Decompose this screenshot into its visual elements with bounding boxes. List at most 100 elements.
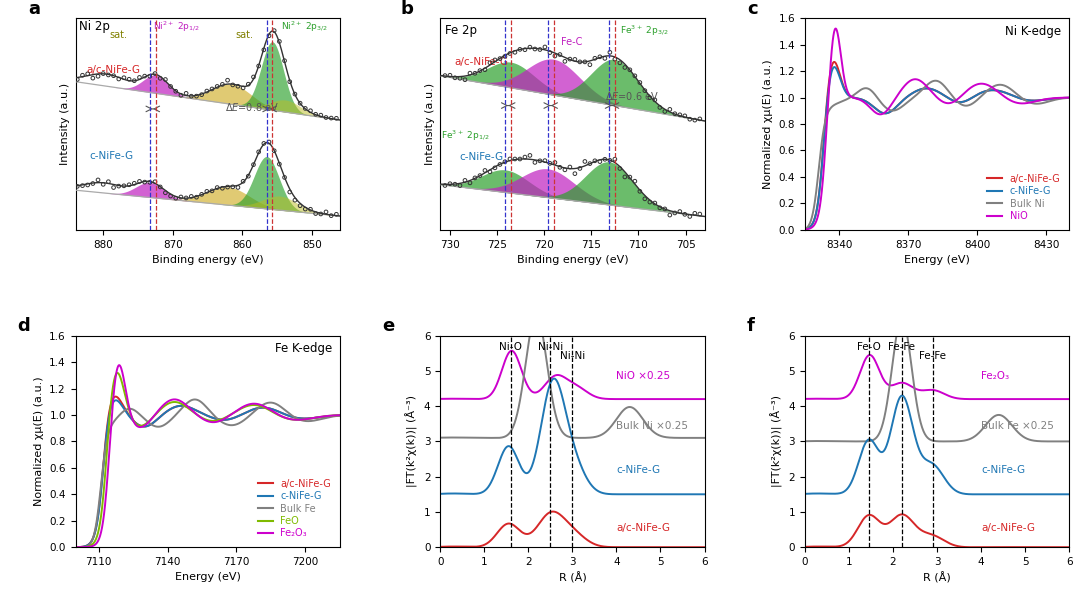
- Y-axis label: |FT(k²χ(k))| (Å⁻³): |FT(k²χ(k))| (Å⁻³): [406, 395, 418, 488]
- Text: b: b: [401, 0, 414, 18]
- Point: [646, 198, 663, 208]
- Point: [297, 204, 314, 214]
- Point: [301, 204, 319, 214]
- Point: [151, 74, 168, 83]
- Point: [596, 54, 613, 63]
- Bulk Ni: [798, 226, 811, 233]
- Point: [249, 61, 267, 71]
- Point: [275, 173, 293, 182]
- Y-axis label: Intensity (a.u.): Intensity (a.u.): [60, 83, 70, 165]
- Line: c-NiFe-G: c-NiFe-G: [805, 67, 1069, 229]
- Point: [666, 208, 684, 218]
- Point: [671, 110, 688, 120]
- Point: [551, 50, 568, 60]
- Point: [125, 76, 143, 86]
- Point: [571, 57, 589, 67]
- Point: [162, 191, 179, 201]
- Text: NiO ×0.25: NiO ×0.25: [617, 371, 671, 381]
- Point: [141, 178, 159, 187]
- Point: [461, 68, 478, 78]
- Point: [596, 154, 613, 164]
- Point: [626, 71, 644, 81]
- Point: [69, 75, 86, 85]
- Point: [214, 184, 231, 193]
- Point: [511, 44, 528, 54]
- Point: [208, 182, 226, 192]
- Bulk Ni: [814, 143, 827, 151]
- Legend: a/c-NiFe-G, c-NiFe-G, Bulk Fe, FeO, Fe₂O₃: a/c-NiFe-G, c-NiFe-G, Bulk Fe, FeO, Fe₂O…: [254, 475, 335, 542]
- Point: [234, 176, 252, 186]
- Point: [526, 157, 543, 167]
- Point: [255, 45, 272, 55]
- Point: [318, 112, 335, 122]
- Text: Ni K-edge: Ni K-edge: [1005, 24, 1062, 38]
- Point: [110, 74, 127, 84]
- Point: [531, 156, 549, 166]
- Point: [73, 181, 91, 190]
- Point: [136, 71, 153, 81]
- Point: [471, 66, 488, 75]
- Line: NiO: NiO: [805, 29, 1069, 229]
- X-axis label: R (Å): R (Å): [558, 573, 586, 584]
- Point: [636, 86, 653, 95]
- Point: [292, 201, 309, 210]
- Point: [451, 181, 469, 190]
- Point: [602, 156, 619, 165]
- Point: [457, 75, 474, 85]
- Point: [537, 42, 554, 52]
- Point: [281, 187, 298, 197]
- Text: a/c-NiFe-G: a/c-NiFe-G: [455, 58, 509, 67]
- NiO: [1063, 94, 1076, 102]
- Point: [307, 209, 324, 218]
- Text: d: d: [17, 317, 30, 336]
- Point: [95, 179, 112, 189]
- Point: [90, 71, 107, 81]
- Point: [591, 52, 608, 61]
- Point: [442, 71, 459, 80]
- Point: [99, 70, 117, 80]
- Point: [631, 78, 648, 88]
- Text: Fe₂O₃: Fe₂O₃: [981, 371, 1009, 381]
- Point: [245, 72, 262, 82]
- Point: [436, 181, 454, 190]
- Text: Ni$^{2+}$ 2p$_{3/2}$: Ni$^{2+}$ 2p$_{3/2}$: [281, 20, 327, 34]
- Text: sat.: sat.: [109, 30, 127, 40]
- Text: c-NiFe-G: c-NiFe-G: [90, 151, 134, 161]
- Point: [537, 156, 554, 165]
- Point: [121, 74, 138, 84]
- Point: [99, 177, 117, 187]
- Point: [467, 173, 484, 183]
- Point: [121, 180, 138, 190]
- Bulk Ni: [1063, 94, 1076, 102]
- Point: [229, 182, 246, 192]
- NiO: [967, 82, 980, 89]
- Point: [73, 71, 91, 80]
- Point: [177, 89, 194, 98]
- Line: Bulk Ni: Bulk Ni: [805, 81, 1069, 229]
- a/c-NiFe-G: [953, 98, 966, 106]
- Point: [318, 207, 335, 217]
- c-NiFe-G: [953, 98, 966, 106]
- Point: [208, 81, 226, 91]
- Point: [661, 210, 678, 220]
- Text: Fe-O: Fe-O: [856, 342, 881, 352]
- Point: [167, 86, 185, 96]
- Point: [292, 98, 309, 108]
- Point: [281, 77, 298, 86]
- Point: [681, 114, 699, 124]
- Point: [151, 182, 168, 192]
- Point: [566, 55, 583, 64]
- Point: [116, 73, 133, 83]
- Point: [457, 176, 474, 185]
- Point: [255, 139, 272, 148]
- Point: [651, 103, 669, 112]
- Point: [167, 193, 185, 203]
- Point: [312, 209, 329, 219]
- Bulk Ni: [999, 83, 1012, 90]
- Point: [551, 162, 568, 172]
- Point: [556, 57, 573, 66]
- Point: [461, 178, 478, 188]
- Point: [219, 182, 237, 192]
- a/c-NiFe-G: [967, 93, 980, 100]
- Point: [591, 157, 608, 167]
